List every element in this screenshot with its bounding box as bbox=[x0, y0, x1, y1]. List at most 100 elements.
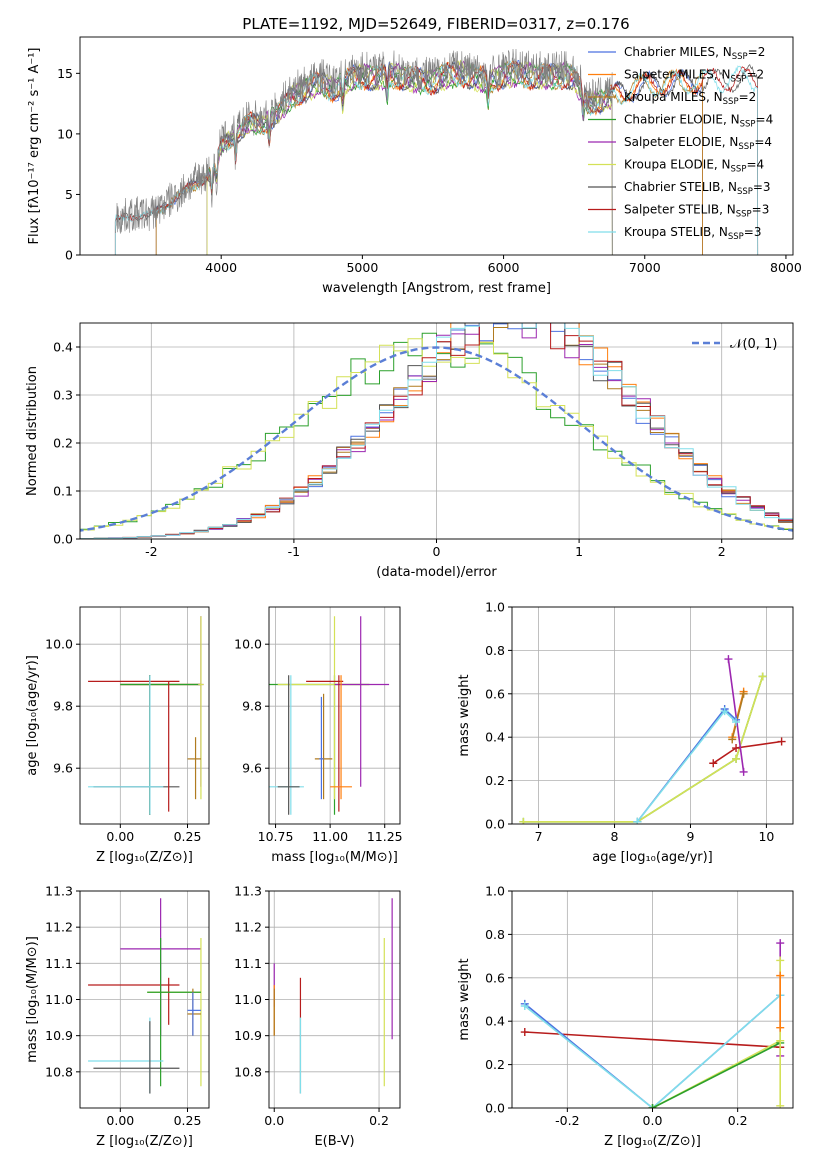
y-tick-label: 0.1 bbox=[53, 484, 73, 499]
y-tick-label: 11.0 bbox=[45, 992, 73, 1007]
axes-frame bbox=[511, 890, 794, 1109]
weight-marker bbox=[776, 1101, 785, 1108]
y-tick-label: 5 bbox=[65, 187, 73, 202]
y-tick-label: 0.3 bbox=[53, 388, 73, 403]
histogram-step bbox=[80, 323, 793, 539]
legend-label: Salpeter MILES, NSSP=2 bbox=[624, 68, 764, 85]
y-axis-label: mass [log₁₀(M/M⊙)] bbox=[25, 936, 40, 1063]
x-tick-label: 5000 bbox=[346, 260, 378, 275]
y-tick-label: 11.1 bbox=[45, 956, 73, 971]
weight-marker bbox=[777, 737, 786, 746]
x-tick-label: 10.75 bbox=[258, 829, 294, 844]
x-axis-label: mass [log₁₀(M/M⊙)] bbox=[271, 850, 398, 865]
x-tick-label: 6000 bbox=[488, 260, 520, 275]
y-tick-label: 0.2 bbox=[53, 436, 73, 451]
plot-area bbox=[519, 655, 786, 824]
y-tick-label: 0.8 bbox=[485, 927, 505, 942]
plot-area bbox=[88, 898, 202, 1094]
frame: Z [log₁₀(Z/Z⊙)] mass [log₁₀(M/M⊙)] bbox=[25, 890, 210, 1149]
y-tick-label: 9.8 bbox=[53, 699, 73, 714]
plot-area bbox=[520, 939, 785, 1108]
plot-area bbox=[114, 48, 759, 255]
plot-area bbox=[273, 898, 393, 1094]
weight-line bbox=[727, 658, 745, 773]
y-tick-label: 9.6 bbox=[242, 761, 262, 776]
weight-marker bbox=[732, 754, 741, 763]
axes-frame bbox=[79, 890, 210, 1109]
plot-area bbox=[80, 323, 793, 539]
weight-marker bbox=[648, 1104, 657, 1108]
x-tick-label: 2 bbox=[718, 544, 726, 559]
y-tick-label: 0.8 bbox=[485, 643, 505, 658]
weight-marker bbox=[776, 956, 785, 965]
y-tick-label: 15 bbox=[57, 66, 73, 81]
axes-frame bbox=[79, 322, 794, 540]
y-axis-label: Normed distribution bbox=[25, 366, 40, 496]
y-tick-label: 0.4 bbox=[485, 730, 505, 745]
weight-marker bbox=[519, 817, 528, 824]
y-tick-label: 11.3 bbox=[45, 884, 73, 899]
x-tick-label: 8 bbox=[611, 829, 619, 844]
frame: wavelength [Angstrom, rest frame] Flux [f… bbox=[27, 36, 794, 296]
y-tick-label: 0 bbox=[65, 248, 73, 263]
legend-label: 𝒩(0, 1) bbox=[730, 337, 777, 352]
x-tick-label: 0.0 bbox=[643, 1113, 663, 1128]
weight-line bbox=[712, 740, 782, 764]
x-tick-label: 0.2 bbox=[369, 1113, 389, 1128]
legend-label: Kroupa STELIB, NSSP=3 bbox=[624, 225, 762, 242]
axes-frame bbox=[268, 890, 401, 1109]
y-tick-label: 10 bbox=[57, 126, 73, 141]
legend: Chabrier MILES, NSSP=2 Salpeter MILES, NS… bbox=[588, 45, 773, 242]
x-tick-label: -1 bbox=[288, 544, 300, 559]
weight-marker bbox=[739, 689, 748, 698]
y-tick-label: 0.4 bbox=[53, 340, 73, 355]
y-tick-label: 9.6 bbox=[53, 761, 73, 776]
legend-label: Kroupa ELODIE, NSSP=4 bbox=[624, 158, 764, 175]
frame: (data-model)/error Normed distribution bbox=[25, 322, 794, 580]
y-tick-label: 11.3 bbox=[234, 884, 262, 899]
x-axis-label: Z [log₁₀(Z/Z⊙)] bbox=[604, 1134, 701, 1149]
y-tick-label: 1.0 bbox=[485, 884, 505, 899]
weight-marker bbox=[732, 718, 741, 727]
axes-weight-vs-Z: -0.2 0.0 0.20.00.20.40.60.81.0Z [log₁₀(Z/Z… bbox=[457, 884, 794, 1149]
y-tick-label: 10.0 bbox=[234, 637, 262, 652]
gaussian-curve bbox=[80, 346, 793, 532]
frame: age [log₁₀(age/yr)] mass weight bbox=[457, 606, 794, 865]
y-tick-label: 1.0 bbox=[485, 600, 505, 615]
x-tick-label: -0.2 bbox=[555, 1113, 579, 1128]
x-tick-label: 0.00 bbox=[106, 829, 134, 844]
legend: 𝒩(0, 1) bbox=[692, 337, 777, 352]
y-tick-label: 0.2 bbox=[485, 1057, 505, 1072]
frame: mass [log₁₀(M/M⊙)] bbox=[268, 606, 401, 865]
x-tick-label: 0.25 bbox=[174, 829, 202, 844]
y-tick-label: 0.6 bbox=[485, 686, 505, 701]
y-tick-label: 11.1 bbox=[234, 956, 262, 971]
axes-frame bbox=[79, 36, 794, 256]
x-tick-label: 7000 bbox=[629, 260, 661, 275]
weight-marker bbox=[709, 759, 718, 768]
weight-marker bbox=[633, 817, 642, 824]
x-axis-label: Z [log₁₀(Z/Z⊙)] bbox=[96, 1134, 193, 1149]
weight-marker bbox=[732, 744, 741, 753]
weight-line bbox=[523, 676, 764, 823]
frame: E(B-V) bbox=[268, 890, 401, 1149]
y-tick-label: 0.0 bbox=[485, 817, 505, 832]
axes-age-vs-Z: 0.00 0.25 9.6 9.8 10.0 Z [log₁₀(Z/Z⊙)] age [lo… bbox=[25, 606, 210, 865]
y-tick-label: 10.9 bbox=[234, 1028, 262, 1043]
y-tick-label: 0.6 bbox=[485, 970, 505, 985]
y-tick-label: 10.9 bbox=[45, 1028, 73, 1043]
x-tick-label: 4000 bbox=[205, 260, 237, 275]
x-tick-label: 10 bbox=[758, 829, 774, 844]
legend-label: Salpeter STELIB, NSSP=3 bbox=[624, 203, 769, 220]
frame: Z [log₁₀(Z/Z⊙)] age [log₁₀(age/yr)] bbox=[25, 606, 210, 865]
x-axis-label: E(B-V) bbox=[314, 1134, 354, 1149]
plot-area bbox=[269, 616, 390, 815]
y-tick-label: 0.0 bbox=[53, 532, 73, 547]
y-tick-label: 11.0 bbox=[234, 992, 262, 1007]
x-tick-label: 0.0 bbox=[264, 1113, 284, 1128]
weight-marker bbox=[520, 1028, 529, 1037]
axes-residuals: -2 -1 0 1 20.00.10.20.30.4(data-model)/error… bbox=[25, 322, 794, 580]
